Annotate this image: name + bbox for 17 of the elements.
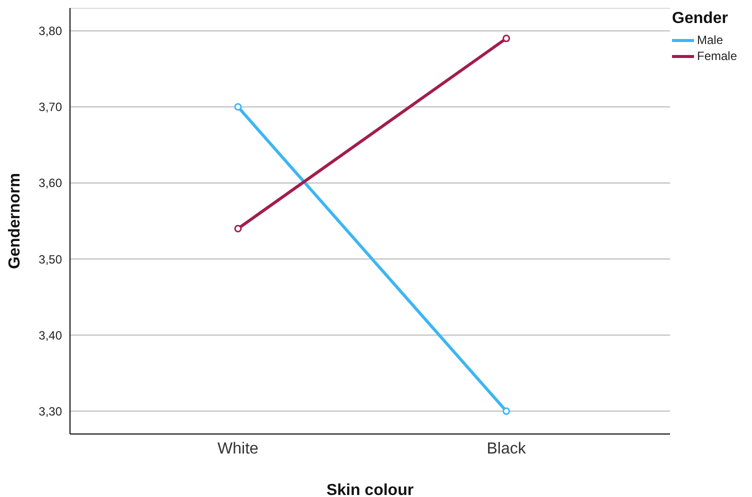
legend-label: Female <box>697 49 738 63</box>
y-tick-label: 3,50 <box>38 252 62 266</box>
x-axis-title: Skin colour <box>326 482 414 497</box>
y-tick-label: 3,30 <box>38 404 62 418</box>
y-tick-label: 3,60 <box>38 176 62 190</box>
legend-title: Gender <box>672 10 730 28</box>
y-tick-label: 3,80 <box>38 24 62 38</box>
point <box>234 103 242 111</box>
legend-label: Male <box>697 33 724 47</box>
point <box>502 407 510 415</box>
y-tick-label: 3,70 <box>38 100 62 114</box>
y-axis-title: Gendernorm <box>6 172 24 270</box>
x-tick-label: Black <box>486 440 527 458</box>
point <box>502 34 510 42</box>
point <box>234 224 242 232</box>
x-tick-label: White <box>218 440 259 458</box>
y-tick-label: 3,40 <box>38 328 62 342</box>
